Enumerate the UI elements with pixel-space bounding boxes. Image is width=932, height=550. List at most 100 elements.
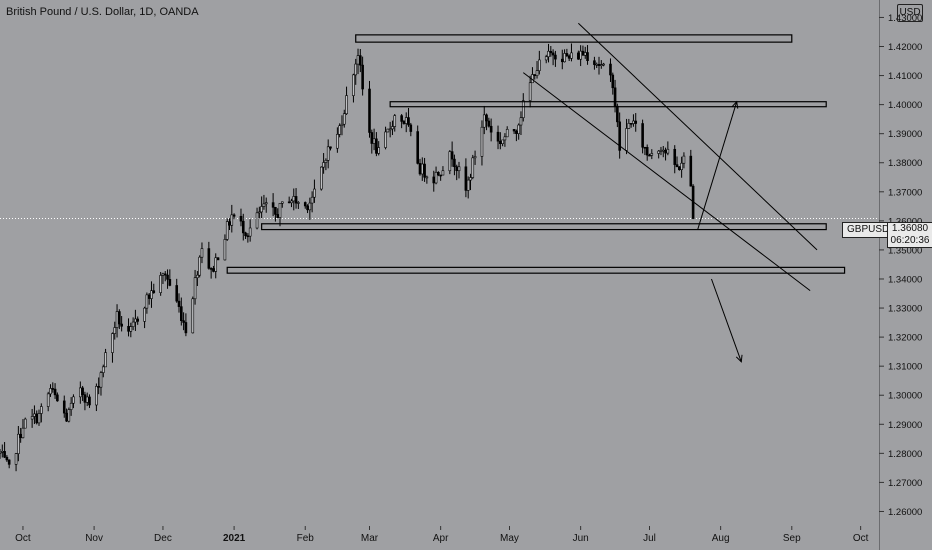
candle-body bbox=[519, 117, 523, 126]
candle bbox=[586, 45, 589, 65]
candle-body bbox=[386, 128, 390, 133]
candle bbox=[689, 149, 693, 187]
chart-title: British Pound / U.S. Dollar, 1D, OANDA bbox=[6, 6, 199, 18]
candle-body bbox=[595, 63, 599, 66]
candle bbox=[104, 348, 107, 368]
candle bbox=[473, 150, 477, 165]
candle bbox=[262, 194, 266, 210]
candle bbox=[453, 154, 456, 176]
candle bbox=[241, 213, 245, 241]
time-axis-label: Dec bbox=[154, 533, 172, 544]
candle bbox=[499, 132, 502, 150]
candle-body bbox=[643, 146, 647, 149]
candle bbox=[62, 395, 66, 418]
candle-body bbox=[425, 176, 429, 179]
candle bbox=[361, 56, 364, 96]
candle bbox=[308, 197, 312, 220]
candle-body bbox=[391, 126, 394, 130]
candle-body bbox=[5, 456, 9, 461]
candle bbox=[583, 46, 587, 59]
zone-top-resistance bbox=[355, 34, 793, 43]
candle bbox=[264, 197, 268, 213]
candle-body bbox=[145, 294, 149, 309]
arrow-shaft-bearish-arrow bbox=[710, 278, 742, 362]
candle-body bbox=[159, 275, 162, 293]
candle-body bbox=[418, 163, 422, 175]
candle-body bbox=[184, 322, 188, 334]
candle bbox=[627, 118, 631, 130]
candle bbox=[51, 382, 55, 393]
candle bbox=[418, 158, 422, 176]
candle-body bbox=[62, 400, 66, 414]
candle-body bbox=[538, 59, 541, 71]
candle-body bbox=[193, 277, 197, 300]
candle bbox=[56, 392, 59, 402]
candle-body bbox=[81, 387, 84, 395]
candle-body bbox=[23, 418, 27, 429]
candle bbox=[354, 58, 358, 85]
candle bbox=[23, 417, 27, 429]
candle-body bbox=[127, 325, 130, 332]
candle-body bbox=[563, 53, 566, 63]
candle bbox=[618, 112, 621, 159]
candle-body bbox=[209, 268, 213, 270]
candle-body bbox=[67, 409, 71, 422]
candle bbox=[168, 269, 172, 287]
candle-body bbox=[14, 453, 18, 465]
candle bbox=[402, 119, 406, 125]
candle-body bbox=[450, 151, 454, 160]
time-axis-label: Oct bbox=[15, 533, 31, 544]
candle bbox=[310, 191, 314, 213]
candle-body bbox=[99, 372, 103, 388]
candle-body bbox=[466, 179, 470, 191]
candle-body bbox=[207, 248, 211, 269]
price-axis-label: 1.33000 bbox=[888, 304, 922, 315]
candle bbox=[21, 419, 25, 439]
candle-body bbox=[196, 274, 199, 279]
candle-body bbox=[645, 147, 649, 156]
candle-body bbox=[3, 451, 6, 458]
candle-body bbox=[616, 105, 619, 123]
candle bbox=[248, 219, 252, 242]
candle bbox=[597, 56, 601, 75]
price-axis-label: 1.35000 bbox=[888, 245, 922, 256]
candle bbox=[641, 119, 644, 154]
candle-body bbox=[131, 321, 135, 327]
candle bbox=[579, 45, 582, 67]
candle bbox=[345, 86, 348, 115]
candle-body bbox=[17, 433, 20, 454]
candle bbox=[480, 120, 484, 166]
candle bbox=[0, 444, 4, 458]
candle-body bbox=[567, 55, 571, 59]
candle bbox=[340, 115, 344, 136]
candle-body bbox=[0, 451, 4, 453]
candle bbox=[322, 153, 325, 174]
candle-body bbox=[400, 115, 403, 122]
candle bbox=[244, 231, 247, 239]
last-price-value: 1.36080 bbox=[891, 223, 929, 234]
candle-body bbox=[338, 125, 341, 135]
candle bbox=[306, 204, 309, 214]
candle-body bbox=[359, 55, 362, 66]
price-axis-label: 1.36000 bbox=[888, 216, 922, 227]
candle-body bbox=[255, 212, 259, 229]
candle bbox=[180, 297, 183, 326]
time-axis-label: Aug bbox=[712, 533, 730, 544]
candle bbox=[517, 123, 520, 140]
candle bbox=[19, 427, 22, 443]
candle bbox=[666, 141, 670, 156]
candle bbox=[69, 397, 73, 416]
candle bbox=[35, 410, 39, 425]
candle bbox=[549, 45, 553, 57]
candle-body bbox=[322, 162, 325, 168]
candle-body bbox=[313, 188, 316, 198]
candle-body bbox=[65, 412, 68, 422]
candle-body bbox=[549, 50, 553, 54]
candle bbox=[212, 265, 215, 273]
candle bbox=[538, 50, 541, 75]
trendline-channel-lower bbox=[522, 72, 811, 292]
currency-badge[interactable]: USD bbox=[897, 4, 923, 22]
candle bbox=[356, 48, 360, 75]
